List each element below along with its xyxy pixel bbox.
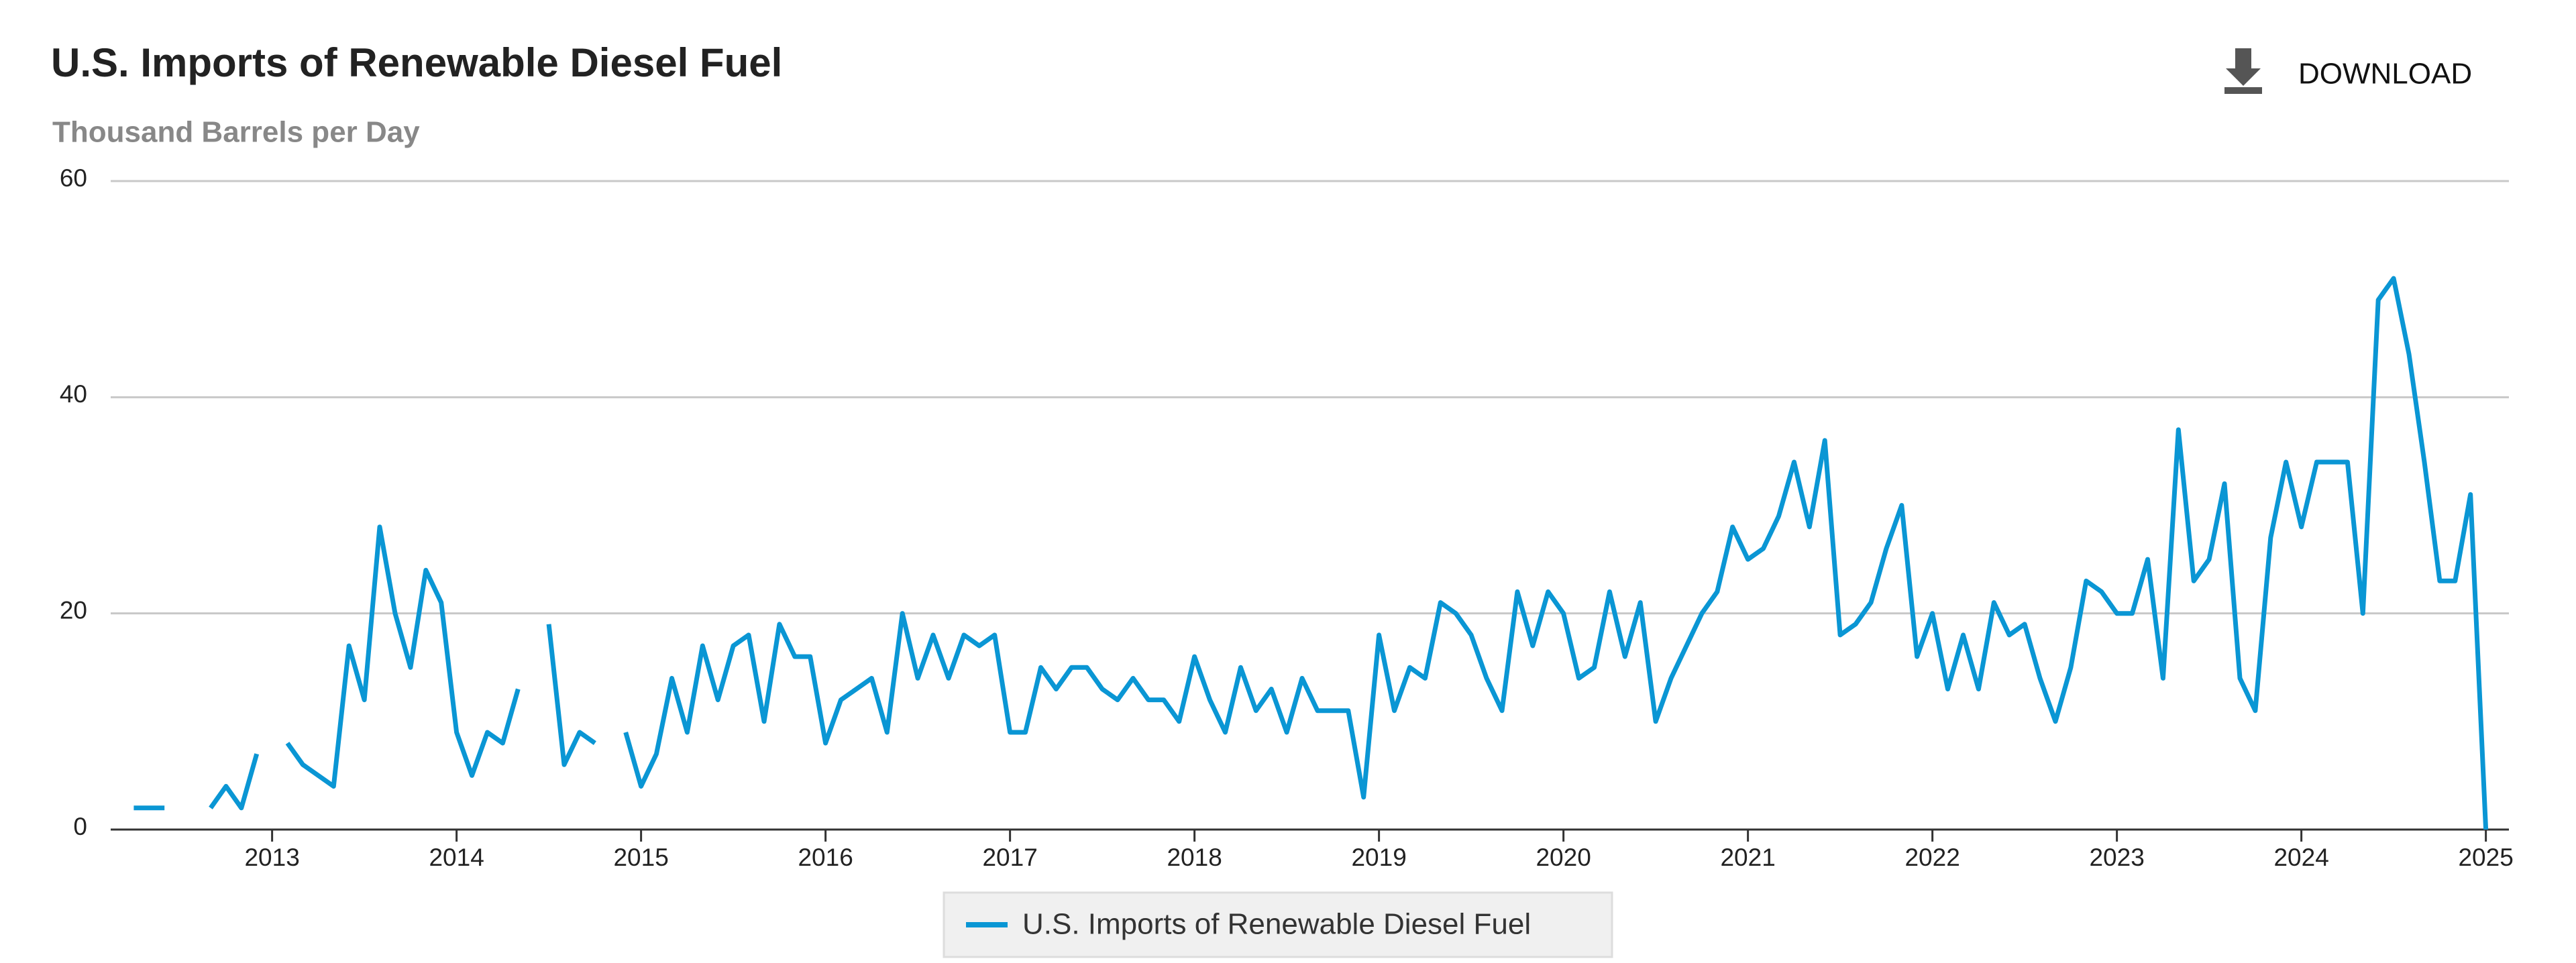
plot-area: 0 20 40 60 2013 2014 2015 2016 2017 2018 2019 2020 2… (60, 164, 2514, 871)
y-tick-label: 0 (73, 813, 87, 840)
download-label[interactable]: DOWNLOAD (2298, 58, 2472, 91)
x-tick-label: 2023 (2089, 844, 2144, 871)
x-tick-label: 2013 (244, 844, 299, 871)
download-button[interactable]: DOWNLOAD (2224, 48, 2472, 94)
x-tick-label: 2014 (429, 844, 484, 871)
x-tick-label: 2015 (613, 844, 668, 871)
x-tick-label: 2016 (798, 844, 853, 871)
legend[interactable]: U.S. Imports of Renewable Diesel Fuel (943, 891, 1613, 958)
x-tick-label: 2025 (2458, 844, 2513, 871)
download-icon-base (2224, 87, 2262, 94)
y-tick-label: 40 (60, 380, 87, 408)
x-tick-label: 2019 (1351, 844, 1406, 871)
chart-subtitle: Thousand Barrels per Day (52, 116, 420, 149)
x-tick-label: 2020 (1536, 844, 1591, 871)
x-tick-label: 2017 (982, 844, 1037, 871)
chart-title: U.S. Imports of Renewable Diesel Fuel (51, 40, 782, 85)
download-icon (2226, 48, 2261, 86)
x-tick-label: 2021 (1720, 844, 1775, 871)
x-tick-label: 2024 (2273, 844, 2328, 871)
data-line (133, 276, 2489, 830)
legend-label[interactable]: U.S. Imports of Renewable Diesel Fuel (1022, 908, 1531, 941)
y-tick-label: 20 (60, 596, 87, 624)
x-tick-label: 2022 (1904, 844, 1960, 871)
y-tick-label: 60 (60, 164, 87, 192)
x-tick-label: 2018 (1167, 844, 1222, 871)
legend-box (943, 891, 1613, 958)
